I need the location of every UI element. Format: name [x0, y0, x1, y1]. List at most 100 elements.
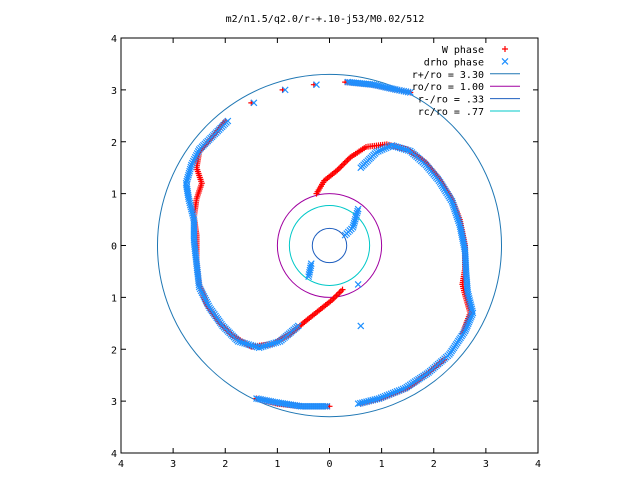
drho-phase-point [276, 338, 284, 345]
drho-phase-point [382, 144, 390, 152]
drho-phase-point [305, 273, 313, 281]
drho-phase-point [354, 205, 362, 213]
y-tick-label: 3 [111, 397, 117, 408]
drho-phase-point [253, 395, 260, 402]
drho-phase-point [187, 161, 195, 169]
drho-phase-point [255, 344, 263, 352]
drho-phase-point [198, 289, 206, 297]
drho-phase-point [389, 389, 397, 397]
y-tick-label: 4 [111, 34, 117, 45]
drho-phase-point [186, 201, 194, 209]
w-phase-point [344, 157, 351, 164]
drho-phase-point [184, 173, 192, 181]
drho-phase-point [375, 395, 383, 402]
drho-phase-point [467, 303, 475, 311]
drho-phase-point [395, 387, 403, 394]
drho-phase-point [399, 385, 407, 393]
legend-label: r+/ro = 3.30 [412, 70, 484, 81]
drho-phase-point [186, 165, 194, 173]
chart-title: m2/n1.5/q2.0/r-+.10-j53/M0.02/512 [226, 14, 425, 25]
drho-phase-point [406, 89, 414, 96]
w-phase-point [340, 161, 347, 168]
w-phase-point [336, 289, 343, 296]
drho-phase-point [193, 149, 201, 157]
drho-phase-point [468, 305, 476, 313]
drho-phase-point [305, 271, 313, 278]
w-phase-point [338, 288, 345, 295]
drho-phase-point [388, 141, 396, 149]
w-phase-point [332, 294, 339, 301]
drho-phase-point [186, 167, 194, 175]
drho-phase-point [380, 145, 388, 153]
drho-phase-point [357, 322, 365, 330]
x-tick-label: 2 [431, 459, 437, 470]
drho-phase-point [451, 205, 459, 213]
drho-phase-point [251, 343, 259, 350]
drho-phase-point [281, 86, 289, 94]
w-phase-point [343, 158, 350, 165]
x-tick-label: 1 [274, 459, 280, 470]
drho-phase-point [356, 399, 364, 407]
drho-phase-point [351, 217, 359, 225]
w-phase-point [341, 160, 348, 167]
drho-phase-point [192, 151, 200, 159]
legend-label: ro/ro = 1.00 [412, 82, 484, 93]
drho-phase-point [374, 147, 382, 155]
drho-phase-point [464, 290, 472, 298]
drho-phase-point [449, 201, 457, 209]
drho-phase-point [450, 203, 458, 211]
drho-phase-point [189, 157, 197, 165]
drho-phase-point [351, 215, 359, 223]
drho-phase-point [183, 175, 191, 183]
drho-phase-point [224, 117, 232, 125]
w-phase-point [330, 295, 337, 302]
drho-phase-point [189, 211, 197, 219]
drho-phase-point [451, 207, 459, 215]
drho-phase-point [190, 216, 198, 223]
w-phase-point [337, 164, 344, 171]
drho-phase-point [393, 387, 401, 395]
drho-phase-point [398, 145, 406, 152]
drho-phase-point [352, 213, 360, 221]
drho-phase-point [385, 391, 393, 398]
drho-phase-point [255, 395, 262, 403]
drho-phase-point [236, 338, 244, 346]
circle-rcro [288, 205, 371, 286]
drho-phase-point [354, 400, 362, 408]
drho-phase-point [239, 339, 246, 347]
drho-phase-point [455, 217, 462, 225]
drho-phase-point [196, 285, 204, 293]
drho-phase-point [466, 297, 474, 304]
drho-phase-point [199, 291, 207, 298]
drho-phase-point [469, 309, 477, 317]
drho-phase-point [253, 343, 261, 351]
drho-phase-point [187, 163, 195, 171]
y-tick-label: 1 [111, 190, 117, 201]
y-tick-label: 3 [111, 86, 117, 97]
drho-phase-point [354, 207, 362, 215]
drho-phase-point [350, 221, 357, 229]
legend-label: r-/ro = .33 [418, 95, 484, 106]
drho-phase-point [392, 143, 400, 151]
drho-phase-point [182, 179, 190, 187]
legend-label: rc/ro = .77 [418, 107, 484, 118]
drho-phase-point [453, 211, 460, 219]
circle-roro [276, 193, 383, 298]
drho-phase-point [203, 298, 211, 306]
legend-symbol-cross [501, 57, 509, 65]
drho-phase-point [465, 318, 473, 326]
drho-phase-point [268, 340, 276, 348]
drho-phase-point [369, 396, 377, 404]
drho-phase-point [373, 395, 381, 403]
drho-phase-point [358, 399, 366, 407]
x-tick-label: 3 [483, 459, 489, 470]
drho-phase-point [243, 340, 251, 348]
drho-phase-point [188, 209, 196, 217]
drho-phase-point [354, 280, 362, 288]
drho-phase-point [185, 169, 193, 177]
drho-phase-point [261, 342, 269, 350]
w-phase-point [338, 162, 345, 169]
series-w-phase [190, 79, 474, 410]
drho-phase-point [200, 293, 208, 300]
drho-phase-point [353, 211, 360, 219]
